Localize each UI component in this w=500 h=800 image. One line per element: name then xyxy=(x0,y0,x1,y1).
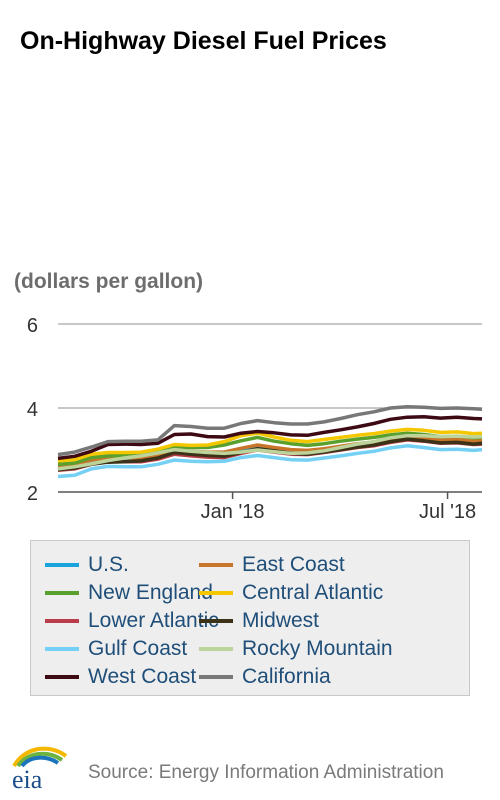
legend-label: Gulf Coast xyxy=(88,637,188,660)
line-chart: 2 4 6 Jan '18 Jul '18 xyxy=(27,315,483,523)
legend-label: West Coast xyxy=(88,665,197,688)
legend-swatch xyxy=(45,591,79,595)
legend-item: U.S. xyxy=(45,551,129,579)
legend-item: California xyxy=(199,663,331,691)
legend-item: Lower Atlantic xyxy=(45,607,219,635)
legend-item: Gulf Coast xyxy=(45,635,187,663)
legend-swatch xyxy=(199,619,233,623)
eia-logo: eia xyxy=(10,742,74,794)
chart-legend: U.S. East Coast New England Central Atlanti… xyxy=(30,540,470,696)
legend-item: Central Atlantic xyxy=(199,579,383,607)
legend-item: East Coast xyxy=(199,551,345,579)
series-line-gulf-coast xyxy=(57,444,483,479)
series-line-california xyxy=(57,404,483,457)
legend-label: Midwest xyxy=(242,609,320,632)
legend-swatch xyxy=(45,563,79,567)
y-tick-label: 4 xyxy=(27,399,38,421)
x-tick-label: Jul '18 xyxy=(419,501,476,523)
legend-swatch xyxy=(45,675,79,679)
series-line-west-coast xyxy=(57,415,483,461)
legend-item: West Coast xyxy=(45,663,196,691)
y-tick-label: 2 xyxy=(27,483,38,505)
series-line-central-atlantic xyxy=(57,427,483,463)
legend-item: Midwest xyxy=(199,607,319,635)
chart-title: On-Highway Diesel Fuel Prices xyxy=(20,27,387,55)
series-line-rocky-mountain xyxy=(57,433,483,471)
legend-item: New England xyxy=(45,579,213,607)
svg-text:eia: eia xyxy=(12,765,43,792)
legend-swatch xyxy=(199,647,233,651)
legend-swatch xyxy=(45,647,79,651)
legend-label: New England xyxy=(88,581,213,604)
legend-label: Lower Atlantic xyxy=(88,609,219,632)
y-tick-label: 6 xyxy=(27,315,38,337)
legend-swatch xyxy=(199,591,233,595)
legend-label: Central Atlantic xyxy=(242,581,384,604)
legend-label: California xyxy=(242,665,331,688)
legend-label: U.S. xyxy=(88,553,129,576)
legend-label: East Coast xyxy=(242,553,345,576)
source-note: Source: Energy Information Administratio… xyxy=(88,762,444,783)
y-axis-units-label: (dollars per gallon) xyxy=(14,270,204,293)
legend-item: Rocky Mountain xyxy=(199,635,393,663)
legend-swatch xyxy=(45,619,79,623)
legend-label: Rocky Mountain xyxy=(242,637,393,660)
x-tick-label: Jan '18 xyxy=(201,501,265,523)
legend-swatch xyxy=(199,563,233,567)
legend-swatch xyxy=(199,675,233,679)
